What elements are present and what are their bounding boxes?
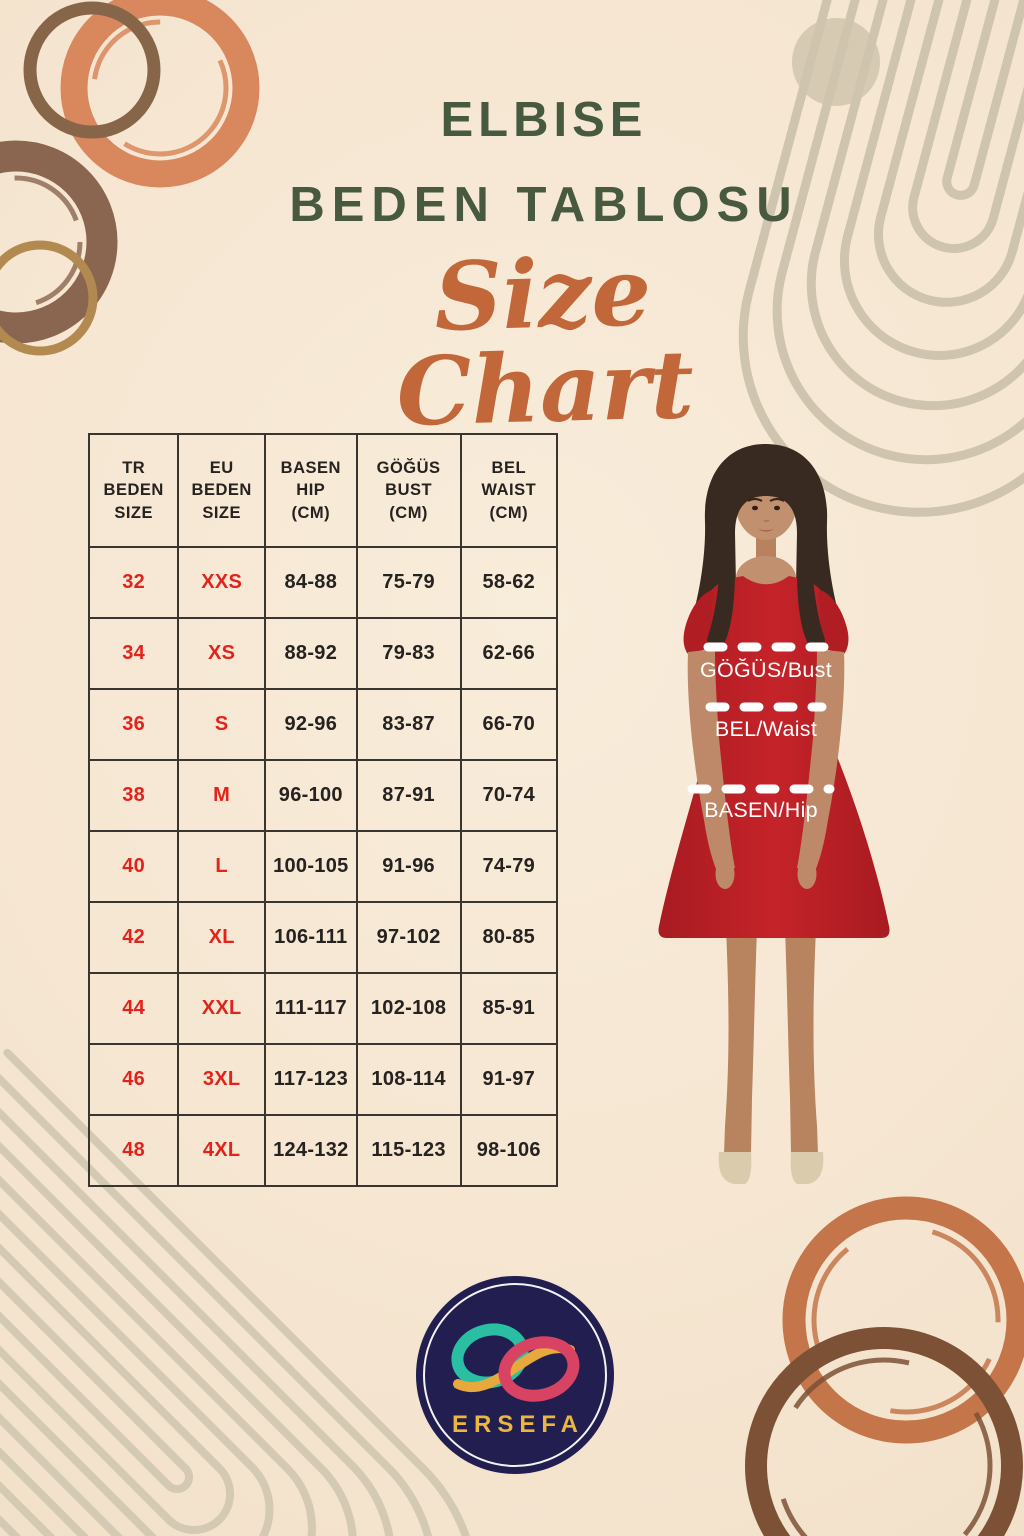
table-row: 42 XL 106-111 97-102 80-85 [87,901,559,974]
hip-label: BASEN/Hip [704,798,818,822]
header-bust: GÖĞÜS BUST (CM) [355,433,462,548]
cell-eu-size: M [177,759,266,832]
table-row: 48 4XL 124-132 115-123 98-106 [87,1114,559,1187]
cell-waist: 74-79 [459,830,559,903]
cell-hip: 84-88 [263,546,358,619]
cell-tr-size: 42 [87,901,180,974]
model-arms [687,649,845,889]
table-row: 46 3XL 117-123 108-114 91-97 [87,1043,559,1116]
model-figure: GÖĞÜS/Bust BEL/Waist BASEN/Hip [618,438,930,1190]
header-tr-size: TR BEDEN SIZE [87,433,180,548]
table-row: 36 S 92-96 83-87 66-70 [87,688,559,761]
header-hip: BASEN HIP (CM) [263,433,358,548]
table-header-row: TR BEDEN SIZE EU BEDEN SIZE BASEN HIP (C… [87,433,559,548]
cell-waist: 70-74 [459,759,559,832]
table-row: 44 XXL 111-117 102-108 85-91 [87,972,559,1045]
table-row: 38 M 96-100 87-91 70-74 [87,759,559,832]
cell-eu-size: XS [177,617,266,690]
cell-hip: 100-105 [263,830,358,903]
cell-eu-size: S [177,688,266,761]
model-sleeve-right [817,590,849,654]
cell-bust: 97-102 [355,901,462,974]
model-legs [724,928,818,1154]
cell-bust: 87-91 [355,759,462,832]
cell-eu-size: XXL [177,972,266,1045]
cell-tr-size: 40 [87,830,180,903]
cell-hip: 96-100 [263,759,358,832]
cell-tr-size: 36 [87,688,180,761]
cell-tr-size: 44 [87,972,180,1045]
cell-eu-size: 3XL [177,1043,266,1116]
cell-tr-size: 32 [87,546,180,619]
cell-eu-size: XXS [177,546,266,619]
cell-tr-size: 48 [87,1114,180,1187]
header-eu-size: EU BEDEN SIZE [177,433,266,548]
cell-hip: 111-117 [263,972,358,1045]
table-row: 40 L 100-105 91-96 74-79 [87,830,559,903]
table-row: 34 XS 88-92 79-83 62-66 [87,617,559,690]
cell-eu-size: 4XL [177,1114,266,1187]
size-table: TR BEDEN SIZE EU BEDEN SIZE BASEN HIP (C… [87,433,559,1187]
cell-waist: 66-70 [459,688,559,761]
table-row: 32 XXS 84-88 75-79 58-62 [87,546,559,619]
brand-name: ERSEFA [452,1411,584,1438]
cell-hip: 92-96 [263,688,358,761]
cell-tr-size: 38 [87,759,180,832]
cell-bust: 102-108 [355,972,462,1045]
model-shoes [718,1152,824,1184]
cell-bust: 83-87 [355,688,462,761]
cell-waist: 62-66 [459,617,559,690]
cell-eu-size: L [177,830,266,903]
cell-waist: 58-62 [459,546,559,619]
cell-bust: 91-96 [355,830,462,903]
waist-label: BEL/Waist [715,717,817,741]
cell-waist: 80-85 [459,901,559,974]
brand-logo: ERSEFA [412,1272,618,1478]
cell-waist: 98-106 [459,1114,559,1187]
model-sleeve-left [683,590,715,654]
cell-tr-size: 34 [87,617,180,690]
cell-bust: 75-79 [355,546,462,619]
cell-waist: 91-97 [459,1043,559,1116]
cell-hip: 106-111 [263,901,358,974]
cell-bust: 79-83 [355,617,462,690]
header-waist: BEL WAIST (CM) [459,433,559,548]
cell-eu-size: XL [177,901,266,974]
cell-bust: 108-114 [355,1043,462,1116]
page-title-line2: BEDEN TABLOSU [289,178,799,232]
cell-hip: 124-132 [263,1114,358,1187]
bust-label: GÖĞÜS/Bust [700,657,832,682]
page-title-script: Size Chart [395,237,696,448]
cell-waist: 85-91 [459,972,559,1045]
cell-hip: 117-123 [263,1043,358,1116]
page-title-line1: ELBISE [440,93,648,147]
cell-hip: 88-92 [263,617,358,690]
cell-tr-size: 46 [87,1043,180,1116]
title-block: ELBISE BEDEN TABLOSU Size Chart [288,93,800,448]
model-hair-front-strands [707,542,825,651]
cell-bust: 115-123 [355,1114,462,1187]
